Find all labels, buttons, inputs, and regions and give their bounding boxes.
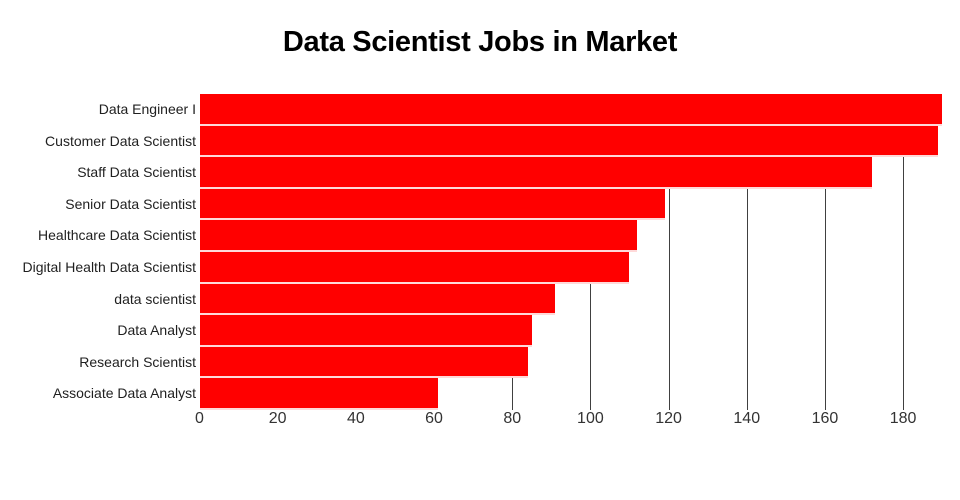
gridline-120 bbox=[668, 94, 670, 410]
x-tick-label-140: 140 bbox=[733, 410, 761, 427]
plot-area bbox=[199, 94, 960, 410]
category-label-2: Staff Data Scientist bbox=[77, 164, 196, 181]
x-tick-label-80: 80 bbox=[503, 410, 522, 427]
gridline-180 bbox=[903, 94, 905, 410]
bar-0 bbox=[199, 94, 943, 126]
x-tick-label-0: 0 bbox=[195, 410, 204, 427]
x-tick-label-160: 160 bbox=[811, 410, 839, 427]
category-label-8: Research Scientist bbox=[79, 353, 196, 370]
category-label-3: Senior Data Scientist bbox=[65, 195, 196, 212]
x-tick-label-20: 20 bbox=[268, 410, 287, 427]
x-tick-label-180: 180 bbox=[889, 410, 917, 427]
category-label-7: Data Analyst bbox=[117, 322, 196, 339]
gridline-140 bbox=[746, 94, 748, 410]
gridline-160 bbox=[824, 94, 826, 410]
bar-5 bbox=[199, 252, 630, 284]
category-label-1: Customer Data Scientist bbox=[45, 132, 196, 149]
bar-8 bbox=[199, 346, 528, 379]
category-label-5: Digital Health Data Scientist bbox=[22, 259, 196, 275]
bar-2 bbox=[199, 157, 872, 189]
category-label-9: Associate Data Analyst bbox=[52, 385, 196, 402]
bar-1 bbox=[199, 125, 939, 158]
x-tick-label-100: 100 bbox=[577, 410, 604, 427]
category-label-4: Healthcare Data Scientist bbox=[38, 227, 196, 244]
bar-3 bbox=[199, 188, 665, 221]
x-tick-label-120: 120 bbox=[655, 410, 682, 427]
chart-title: Data Scientist Jobs in Market bbox=[282, 26, 678, 58]
x-tick-label-40: 40 bbox=[346, 410, 365, 427]
category-label-0: Data Engineer I bbox=[98, 101, 196, 117]
bar-4 bbox=[199, 220, 638, 252]
bar-7 bbox=[199, 315, 532, 347]
bar-6 bbox=[199, 283, 556, 316]
x-tick-label-60: 60 bbox=[425, 410, 443, 427]
category-label-6: data scientist bbox=[114, 290, 196, 307]
bar-9 bbox=[199, 378, 438, 410]
